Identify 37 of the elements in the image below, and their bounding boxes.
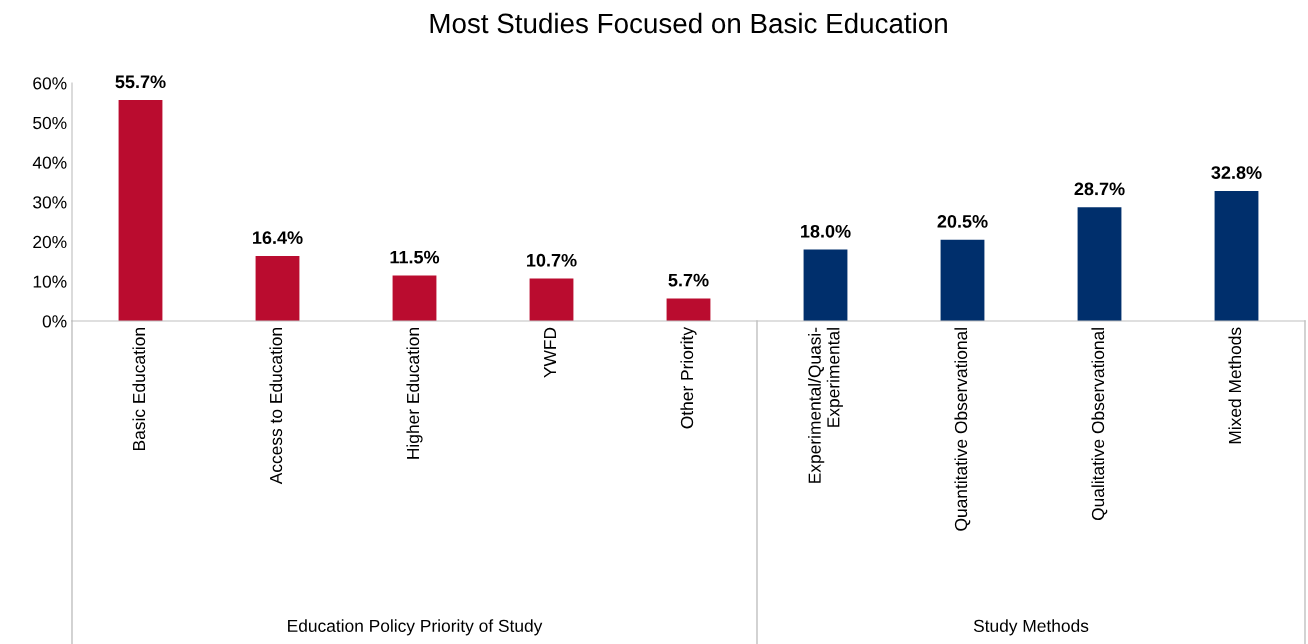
bar	[1214, 190, 1259, 321]
data-label: 20.5%	[937, 215, 988, 228]
bar	[1077, 207, 1122, 321]
bar	[803, 249, 848, 321]
x-tick-label: Higher Education	[406, 328, 423, 459]
x-tick-label: Other Priority	[680, 326, 697, 429]
x-tick-label: Quantitative Observational	[954, 328, 971, 531]
data-label: 55.7%	[115, 75, 166, 89]
bar	[940, 239, 985, 321]
data-label: 5.7%	[668, 273, 709, 287]
bar	[529, 278, 574, 321]
y-tick-label: 40%	[32, 156, 67, 169]
x-tick-label: Mixed Methods	[1228, 327, 1242, 444]
data-label: 28.7%	[1074, 182, 1125, 196]
x-tick-label: Basic Education	[132, 328, 146, 451]
chart-title: Most Studies Focused on Basic Education	[430, 12, 947, 34]
x-tick-label: Experimental/Quasi- Experimental	[808, 327, 843, 483]
x-tick-label: YWFD	[544, 327, 556, 378]
bar	[255, 255, 300, 321]
x-tick-label: Qualitative Observational	[1091, 328, 1108, 521]
bar	[392, 275, 437, 321]
x-tick-label: Access to Education	[269, 328, 283, 485]
bar	[118, 100, 163, 321]
y-tick-label: 30%	[33, 196, 67, 209]
y-tick-label: 60%	[33, 77, 67, 90]
text: Education Policy Priority of Study	[288, 619, 543, 636]
y-tick-label: 50%	[33, 116, 67, 130]
y-tick-label: 20%	[33, 235, 67, 249]
data-label: 16.4%	[253, 231, 303, 245]
data-label: 10.7%	[527, 253, 577, 267]
bar	[666, 298, 711, 321]
data-label: 32.8%	[1211, 166, 1262, 180]
data-label: 11.5%	[390, 250, 440, 264]
y-tick-label: 10%	[33, 275, 67, 288]
text: Study Methods	[973, 619, 1089, 636]
y-tick-label: 0%	[42, 315, 67, 328]
data-label: 18.0%	[801, 224, 851, 238]
